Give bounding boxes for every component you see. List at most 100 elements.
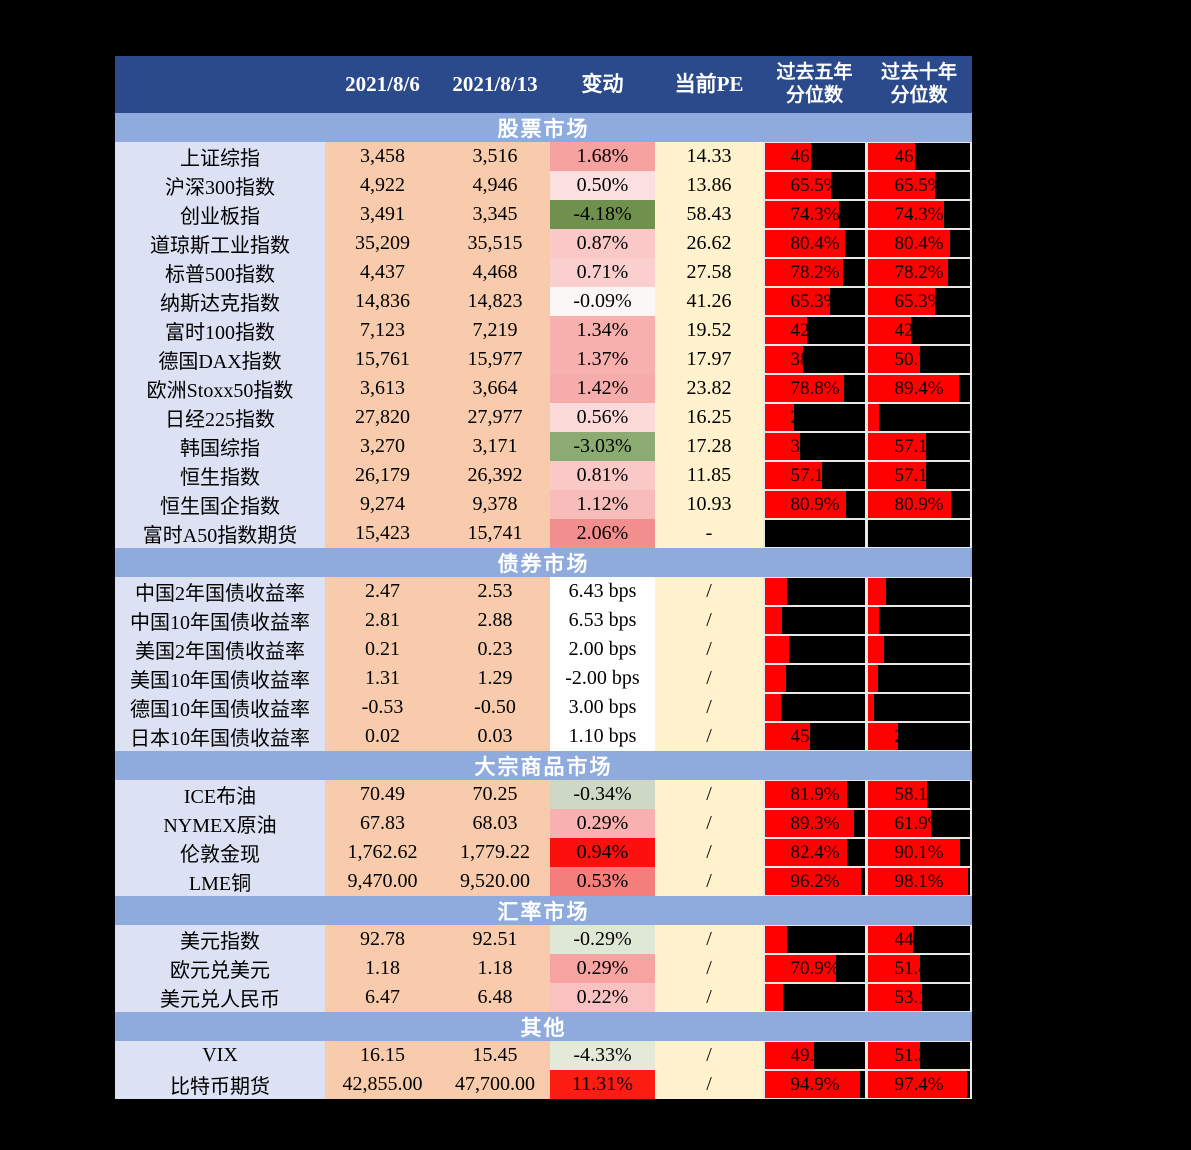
- percentile-bar: [868, 636, 885, 663]
- percentile-value: 46.4%: [790, 145, 840, 167]
- percentile-5y-cell: 65.5%: [763, 171, 866, 200]
- percentile-bar: [765, 839, 848, 866]
- change-cell: -0.09%: [550, 287, 655, 316]
- current-pe-cell: 23.82: [655, 374, 763, 403]
- percentile-10y-cell: 16.0%: [866, 635, 972, 664]
- percentile-bar: [765, 636, 789, 663]
- value-curr-week: -0.50: [440, 693, 550, 722]
- percentile-value: 81.9%: [790, 783, 840, 805]
- value-curr-week: 2.53: [440, 577, 550, 606]
- percentile-bar: [765, 955, 836, 982]
- percentile-bar: [765, 665, 786, 692]
- percentile-value: 49.1%: [790, 1044, 840, 1066]
- percentile-value: 16.0%: [894, 638, 944, 660]
- percentile-value: 70.9%: [790, 957, 840, 979]
- percentile-bar: [868, 433, 927, 460]
- percentile-bar: [765, 984, 783, 1011]
- value-curr-week: 15,977: [440, 345, 550, 374]
- percentile-value: 22.0%: [790, 928, 840, 950]
- percentile-bar: [765, 1071, 860, 1098]
- percentile-10y-cell: 53.1%: [866, 983, 972, 1012]
- change-cell: 0.87%: [550, 229, 655, 258]
- row-label: VIX: [115, 1041, 325, 1070]
- row-label: 中国2年国债收益率: [115, 577, 325, 606]
- percentile-value: 16.0%: [790, 696, 840, 718]
- change-cell: 1.34%: [550, 316, 655, 345]
- row-label: 伦敦金现: [115, 838, 325, 867]
- row-label: 中国10年国债收益率: [115, 606, 325, 635]
- change-cell: 1.12%: [550, 490, 655, 519]
- value-curr-week: 3,516: [440, 142, 550, 171]
- change-cell: 1.42%: [550, 374, 655, 403]
- percentile-bar: [868, 723, 898, 750]
- percentile-bar: [765, 375, 844, 402]
- row-label: 富时A50指数期货: [115, 519, 325, 548]
- value-curr-week: 15,741: [440, 519, 550, 548]
- percentile-5y-cell: 45.3%: [763, 722, 866, 751]
- percentile-value: 51.3%: [894, 1044, 944, 1066]
- percentile-bar: [765, 694, 781, 721]
- row-label: 标普500指数: [115, 258, 325, 287]
- value-curr-week: 0.23: [440, 635, 550, 664]
- percentile-value: 65.5%: [894, 174, 944, 196]
- percentile-bar: [868, 868, 969, 895]
- percentile-5y-cell: 81.9%: [763, 780, 866, 809]
- current-pe-cell: 27.58: [655, 258, 763, 287]
- row-label: 美国10年国债收益率: [115, 664, 325, 693]
- percentile-bar: [868, 462, 927, 489]
- percentile-value: 21.0%: [790, 667, 840, 689]
- value-curr-week: 0.03: [440, 722, 550, 751]
- current-pe-cell: 58.43: [655, 200, 763, 229]
- change-cell: 0.71%: [550, 258, 655, 287]
- row-label: 沪深300指数: [115, 171, 325, 200]
- percentile-bar: [765, 230, 846, 257]
- percentile-10y-cell: 44.4%: [866, 925, 972, 954]
- percentile-value: 17.0%: [790, 609, 840, 631]
- percentile-bar: [765, 143, 811, 170]
- current-pe-cell: /: [655, 1070, 763, 1099]
- percentile-5y-cell: 17.0%: [763, 606, 866, 635]
- value-curr-week: 3,171: [440, 432, 550, 461]
- percentile-5y-cell: 78.2%: [763, 258, 866, 287]
- percentile-bar: [868, 404, 880, 431]
- percentile-bar: [868, 143, 915, 170]
- current-pe-cell: /: [655, 577, 763, 606]
- value-curr-week: 68.03: [440, 809, 550, 838]
- row-label: 德国DAX指数: [115, 345, 325, 374]
- percentile-value: 11.0%: [894, 609, 944, 631]
- percentile-5y-cell: 89.3%: [763, 809, 866, 838]
- percentile-10y-cell: 90.1%: [866, 838, 972, 867]
- row-label: ICE布油: [115, 780, 325, 809]
- change-cell: 0.50%: [550, 171, 655, 200]
- value-prev-week: 92.78: [325, 925, 440, 954]
- row-label: 德国10年国债收益率: [115, 693, 325, 722]
- value-curr-week: 1,779.22: [440, 838, 550, 867]
- percentile-bar: [868, 607, 880, 634]
- percentile-10y-cell: 89.4%: [866, 374, 972, 403]
- percentile-5y-cell: 80.9%: [763, 490, 866, 519]
- value-prev-week: 35,209: [325, 229, 440, 258]
- percentile-10y-cell: 42.1%: [866, 316, 972, 345]
- percentile-value: 51.4%: [894, 957, 944, 979]
- change-cell: -4.18%: [550, 200, 655, 229]
- value-curr-week: 1.18: [440, 954, 550, 983]
- percentile-bar: [765, 926, 787, 953]
- current-pe-cell: /: [655, 693, 763, 722]
- percentile-10y-cell: 11.0%: [866, 403, 972, 432]
- percentile-10y-cell: 51.4%: [866, 954, 972, 983]
- value-curr-week: 35,515: [440, 229, 550, 258]
- row-label: 日本10年国债收益率: [115, 722, 325, 751]
- percentile-value: 78.2%: [894, 261, 944, 283]
- change-cell: 0.94%: [550, 838, 655, 867]
- change-cell: 0.56%: [550, 403, 655, 432]
- current-pe-cell: 16.25: [655, 403, 763, 432]
- value-curr-week: 15.45: [440, 1041, 550, 1070]
- percentile-bar: [868, 665, 879, 692]
- section-title: 债券市场: [115, 548, 972, 577]
- percentile-10y-cell: 65.3%: [866, 287, 972, 316]
- value-prev-week: 14,836: [325, 287, 440, 316]
- row-label: 美元指数: [115, 925, 325, 954]
- change-cell: 2.06%: [550, 519, 655, 548]
- current-pe-cell: 19.52: [655, 316, 763, 345]
- value-curr-week: 26,392: [440, 461, 550, 490]
